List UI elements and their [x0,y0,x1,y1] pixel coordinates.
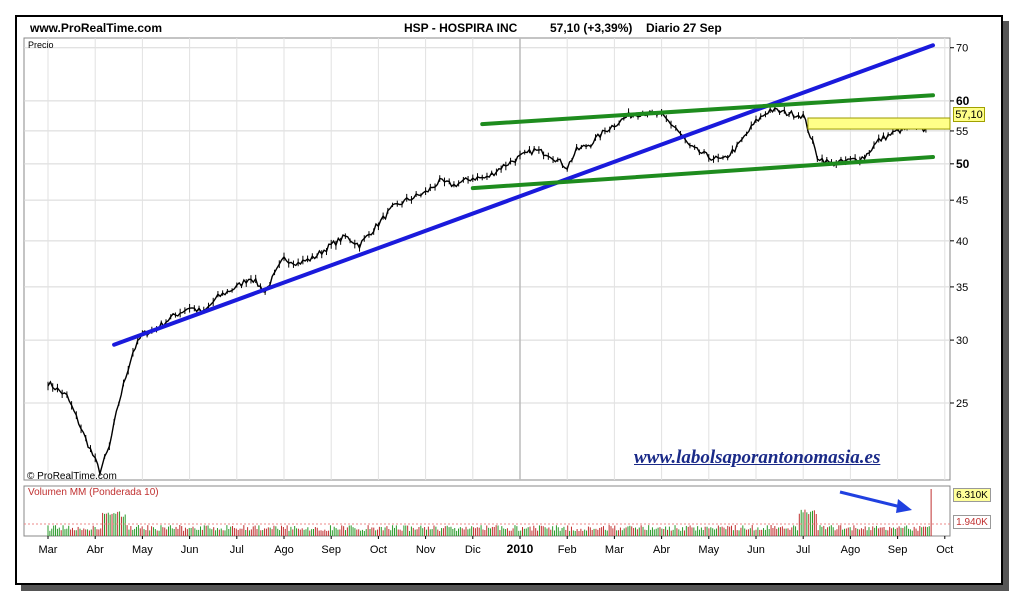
x-tick-label: Mar [39,544,58,556]
support-trendline-blue [112,43,935,347]
volume-title: Volumen MM (Ponderada 10) [28,487,159,498]
y-axis-label: Precio [28,40,54,50]
copyright-text: © ProRealTime.com [27,471,117,482]
x-tick-label: Feb [558,544,577,556]
annotation-arrow-shaft [839,490,906,510]
y-tick-label: 45 [956,195,968,207]
resistance-zone [807,117,951,130]
ticker-title: HSP - HOSPIRA INC [404,21,518,35]
x-tick-label: Sep [321,544,341,556]
y-tick-label: 35 [956,282,968,294]
x-tick-label: Oct [370,544,387,556]
price-series-line [47,107,934,474]
period-label: Diario [646,21,681,35]
date-label: 27 Sep [683,21,722,35]
y-tick-label: 40 [956,236,968,248]
y-tick-label: 60 [956,94,970,108]
x-tick-label: May [698,544,719,556]
watermark-link[interactable]: www.labolsaporantonomasia.es [634,447,881,468]
x-tick-label: Ago [274,544,294,556]
x-tick-label: Ago [841,544,861,556]
x-tick-label: Nov [416,544,436,556]
volume-high-label: 6.310K [953,488,991,502]
y-tick-label: 50 [956,157,970,171]
channel-upper-green [480,93,935,127]
x-tick-label: Jun [181,544,199,556]
site-title: www.ProRealTime.com [30,21,163,35]
x-tick-label: 2010 [507,542,534,556]
x-tick-label: Sep [888,544,908,556]
x-tick-label: Jul [796,544,810,556]
y-tick-label: 30 [956,335,968,347]
last-price-tag: 57,10 [953,107,985,122]
annotation-arrow-head [896,499,912,513]
x-tick-label: Oct [936,544,953,556]
price-change: 57,10 (+3,39%) [550,21,633,35]
y-tick-label: 55 [956,126,968,138]
x-tick-label: Jun [747,544,765,556]
x-tick-label: Mar [605,544,624,556]
volume-avg-label: 1.940K [953,515,991,529]
price-panel [23,37,951,481]
x-tick-label: Dic [465,544,481,556]
y-tick-label: 70 [956,43,968,55]
x-tick-label: Abr [653,544,670,556]
x-tick-label: Jul [230,544,244,556]
channel-lower-green [470,154,935,191]
x-tick-label: May [132,544,153,556]
x-tick-label: Abr [87,544,104,556]
y-tick-label: 25 [956,398,968,410]
